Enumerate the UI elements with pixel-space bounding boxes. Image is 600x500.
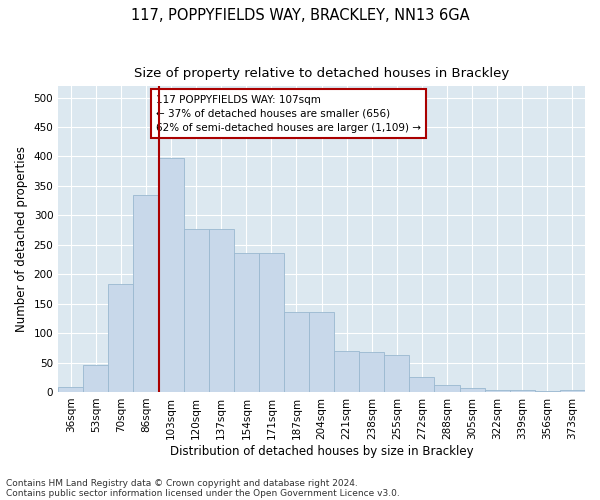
Bar	[385, 356, 409, 392]
Bar	[58, 386, 83, 392]
Bar	[234, 253, 259, 392]
Text: 117 POPPYFIELDS WAY: 107sqm
← 37% of detached houses are smaller (656)
62% of se: 117 POPPYFIELDS WAY: 107sqm ← 37% of det…	[156, 94, 421, 132]
Bar	[259, 253, 284, 392]
Bar	[133, 194, 158, 392]
Bar	[158, 158, 184, 392]
X-axis label: Distribution of detached houses by size in Brackley: Distribution of detached houses by size …	[170, 444, 473, 458]
Bar	[309, 312, 334, 392]
Bar	[209, 229, 234, 392]
Title: Size of property relative to detached houses in Brackley: Size of property relative to detached ho…	[134, 68, 509, 80]
Text: 117, POPPYFIELDS WAY, BRACKLEY, NN13 6GA: 117, POPPYFIELDS WAY, BRACKLEY, NN13 6GA	[131, 8, 469, 22]
Bar	[434, 386, 460, 392]
Bar	[359, 352, 385, 392]
Bar	[284, 312, 309, 392]
Bar	[184, 229, 209, 392]
Bar	[409, 376, 434, 392]
Bar	[510, 390, 535, 392]
Bar	[535, 391, 560, 392]
Bar	[460, 388, 485, 392]
Text: Contains HM Land Registry data © Crown copyright and database right 2024.: Contains HM Land Registry data © Crown c…	[6, 478, 358, 488]
Text: Contains public sector information licensed under the Open Government Licence v3: Contains public sector information licen…	[6, 488, 400, 498]
Bar	[560, 390, 585, 392]
Bar	[109, 284, 133, 392]
Bar	[83, 365, 109, 392]
Bar	[334, 350, 359, 392]
Bar	[485, 390, 510, 392]
Y-axis label: Number of detached properties: Number of detached properties	[15, 146, 28, 332]
